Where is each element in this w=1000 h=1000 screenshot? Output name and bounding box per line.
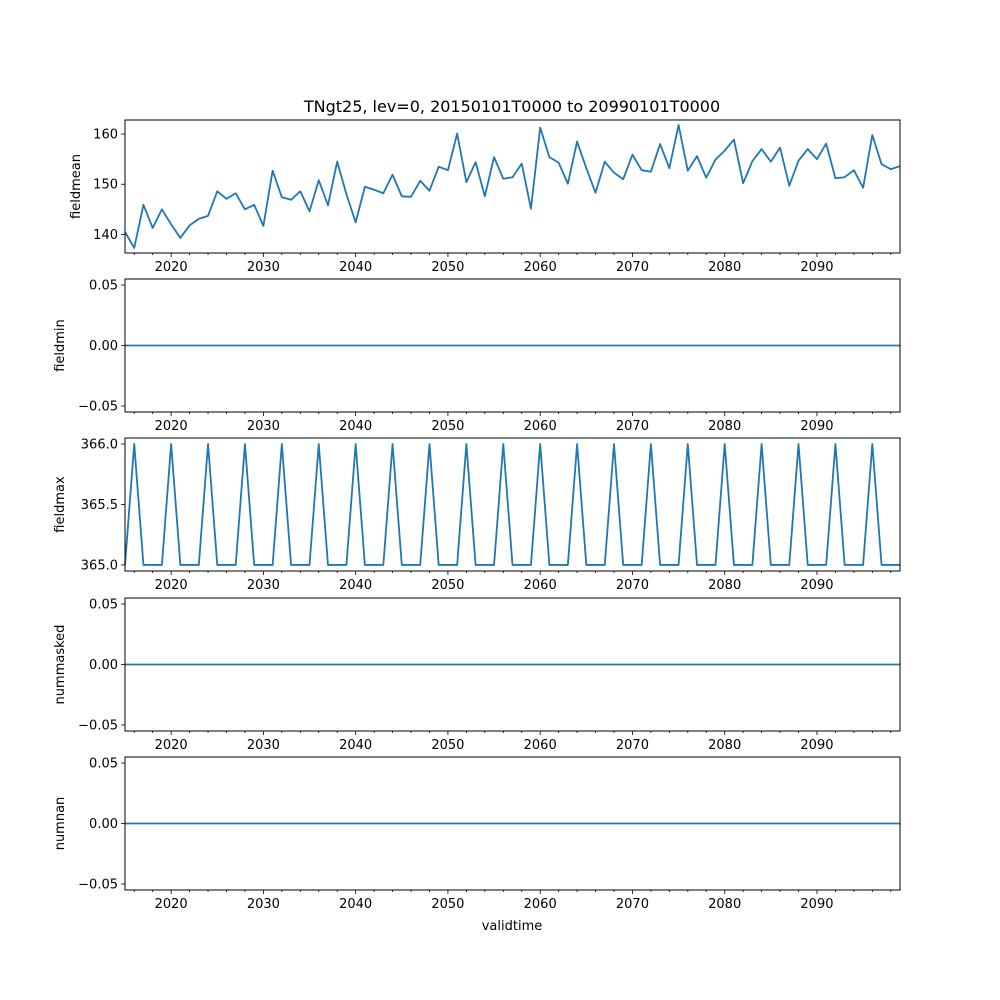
y-tick-label: 366.0 (81, 438, 118, 453)
fieldmax-y-axis-label: fieldmax (53, 476, 68, 533)
x-tick-label: 2030 (247, 419, 280, 434)
subplots: 2020 2030 2040 2050 2060 2070 2080 2090 140 150 16… (53, 119, 901, 912)
x-tick-label: 2080 (708, 897, 741, 912)
x-tick-label: 2040 (339, 897, 372, 912)
chart-title: TNgt25, lev=0, 20150101T0000 to 20990101… (303, 97, 720, 116)
x-tick-label: 2060 (524, 260, 557, 275)
x-tick-label: 2020 (155, 419, 188, 434)
x-tick-label: 2090 (800, 738, 833, 753)
x-tick-label: 2040 (339, 419, 372, 434)
x-tick-label: 2070 (616, 260, 649, 275)
y-tick-label: 0.00 (89, 817, 118, 832)
fieldmax-series-line (124, 443, 900, 566)
x-tick-label: 2030 (247, 897, 280, 912)
fieldmean-series-line (124, 124, 901, 249)
x-tick-label: 2040 (339, 578, 372, 593)
y-tick-label: −0.05 (78, 718, 118, 733)
y-tick-label: −0.05 (78, 877, 118, 892)
y-tick-label: 160 (93, 128, 118, 143)
x-tick-label: 2050 (431, 578, 464, 593)
x-tick-label: 2060 (524, 578, 557, 593)
y-tick-label: 0.05 (89, 279, 118, 294)
x-tick-label: 2090 (800, 419, 833, 434)
x-tick-label: 2090 (800, 260, 833, 275)
x-tick-label: 2080 (708, 260, 741, 275)
fieldmax-axes-frame (124, 437, 901, 572)
x-tick-label: 2040 (339, 738, 372, 753)
y-tick-label: 140 (93, 228, 118, 243)
x-tick-label: 2050 (431, 419, 464, 434)
x-tick-label: 2040 (339, 260, 372, 275)
x-tick-label: 2050 (431, 260, 464, 275)
x-tick-label: 2020 (155, 897, 188, 912)
x-tick-label: 2070 (616, 419, 649, 434)
x-tick-label: 2050 (431, 738, 464, 753)
x-tick-label: 2020 (155, 738, 188, 753)
x-tick-label: 2030 (247, 260, 280, 275)
fieldmin-y-axis-label: fieldmin (53, 319, 68, 372)
y-tick-label: 365.5 (81, 498, 118, 513)
x-tick-label: 2070 (616, 897, 649, 912)
x-tick-label: 2080 (708, 578, 741, 593)
y-tick-label: 365.0 (81, 558, 118, 573)
x-tick-label: 2020 (155, 578, 188, 593)
y-tick-label: 150 (93, 178, 118, 193)
x-tick-label: 2080 (708, 419, 741, 434)
nummasked-y-axis-label: nummasked (53, 625, 68, 705)
fieldmean-axes-frame (124, 119, 901, 254)
x-tick-label: 2090 (800, 897, 833, 912)
x-tick-label: 2050 (431, 897, 464, 912)
y-tick-label: 0.05 (89, 757, 118, 772)
x-tick-label: 2060 (524, 419, 557, 434)
x-tick-label: 2080 (708, 738, 741, 753)
x-tick-label: 2020 (155, 260, 188, 275)
subplot-fieldmean: 2020 2030 2040 2050 2060 2070 2080 2090 140 150 16… (69, 119, 901, 275)
x-tick-label: 2030 (247, 738, 280, 753)
y-tick-label: 0.00 (89, 658, 118, 673)
y-tick-label: 0.05 (89, 598, 118, 613)
x-tick-label: 2060 (524, 738, 557, 753)
x-tick-label: 2030 (247, 578, 280, 593)
numnan-y-axis-label: numnan (53, 797, 68, 851)
x-tick-label: 2070 (616, 578, 649, 593)
x-tick-label: 2070 (616, 738, 649, 753)
y-tick-label: −0.05 (78, 399, 118, 414)
x-tick-label: 2060 (524, 897, 557, 912)
subplot-fieldmax: 2020 2030 2040 2050 2060 2070 2080 2090 365.0 365… (53, 437, 901, 593)
fieldmean-y-axis-label: fieldmean (69, 154, 84, 219)
x-tick-label: 2090 (800, 578, 833, 593)
subplot-fieldmin: 2020 2030 2040 2050 2060 2070 2080 2090 −0.05 0.0… (53, 278, 901, 434)
y-tick-label: 0.00 (89, 339, 118, 354)
subplot-numnan: 2020 2030 2040 2050 2060 2070 2080 2090 −0.05 0.0… (53, 756, 901, 912)
subplot-nummasked: 2020 2030 2040 2050 2060 2070 2080 2090 −0.05 0.0… (53, 597, 901, 753)
x-axis-label: validtime (482, 919, 543, 934)
